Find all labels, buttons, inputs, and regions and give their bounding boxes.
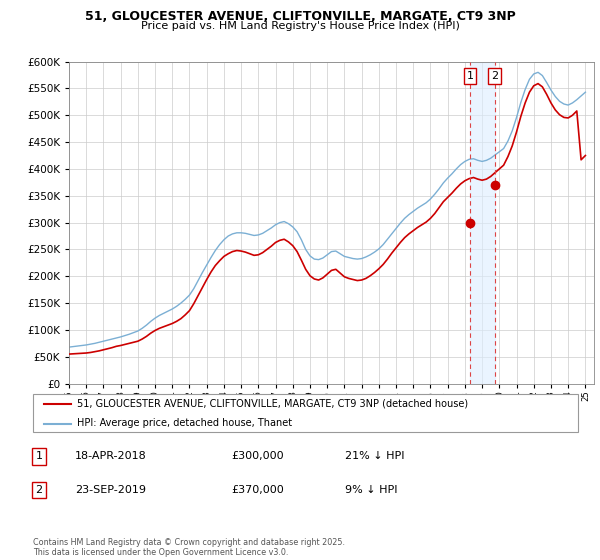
Text: 2: 2	[491, 71, 498, 81]
Text: £370,000: £370,000	[231, 485, 284, 495]
Text: Price paid vs. HM Land Registry's House Price Index (HPI): Price paid vs. HM Land Registry's House …	[140, 21, 460, 31]
Text: 1: 1	[35, 451, 43, 461]
Bar	[470, 62, 494, 384]
Text: 51, GLOUCESTER AVENUE, CLIFTONVILLE, MARGATE, CT9 3NP: 51, GLOUCESTER AVENUE, CLIFTONVILLE, MAR…	[85, 10, 515, 23]
Text: 9% ↓ HPI: 9% ↓ HPI	[345, 485, 398, 495]
Text: 1: 1	[466, 71, 473, 81]
Text: 23-SEP-2019: 23-SEP-2019	[75, 485, 146, 495]
FancyBboxPatch shape	[33, 394, 578, 432]
Text: 21% ↓ HPI: 21% ↓ HPI	[345, 451, 404, 461]
Text: HPI: Average price, detached house, Thanet: HPI: Average price, detached house, Than…	[77, 418, 292, 428]
Text: £300,000: £300,000	[231, 451, 284, 461]
Text: 51, GLOUCESTER AVENUE, CLIFTONVILLE, MARGATE, CT9 3NP (detached house): 51, GLOUCESTER AVENUE, CLIFTONVILLE, MAR…	[77, 399, 468, 409]
Text: Contains HM Land Registry data © Crown copyright and database right 2025.
This d: Contains HM Land Registry data © Crown c…	[33, 538, 345, 557]
Text: 2: 2	[35, 485, 43, 495]
Text: 18-APR-2018: 18-APR-2018	[75, 451, 147, 461]
